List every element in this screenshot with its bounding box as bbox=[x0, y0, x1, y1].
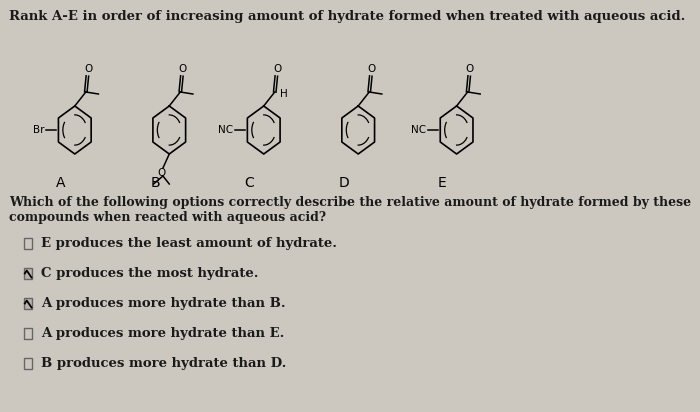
Bar bbox=[24, 358, 32, 369]
Bar bbox=[24, 238, 32, 249]
Text: A: A bbox=[56, 176, 65, 190]
Text: D: D bbox=[339, 176, 349, 190]
Text: NC: NC bbox=[411, 125, 426, 135]
Text: NC: NC bbox=[218, 125, 233, 135]
Text: Rank A-E in order of increasing amount of hydrate formed when treated with aqueo: Rank A-E in order of increasing amount o… bbox=[9, 10, 686, 23]
Bar bbox=[24, 298, 32, 309]
Text: E: E bbox=[438, 176, 447, 190]
Text: O: O bbox=[158, 168, 165, 178]
Bar bbox=[24, 328, 32, 339]
Text: B produces more hydrate than D.: B produces more hydrate than D. bbox=[41, 357, 286, 370]
Text: C produces the most hydrate.: C produces the most hydrate. bbox=[41, 267, 258, 280]
Text: C: C bbox=[245, 176, 254, 190]
Text: A produces more hydrate than E.: A produces more hydrate than E. bbox=[41, 327, 284, 340]
Text: Which of the following options correctly describe the relative amount of hydrate: Which of the following options correctly… bbox=[9, 196, 692, 224]
Text: O: O bbox=[273, 64, 281, 74]
Text: O: O bbox=[178, 64, 187, 74]
Text: H: H bbox=[280, 89, 288, 99]
Text: A produces more hydrate than B.: A produces more hydrate than B. bbox=[41, 297, 286, 310]
Text: O: O bbox=[466, 64, 474, 74]
Text: O: O bbox=[84, 64, 92, 74]
Bar bbox=[24, 268, 32, 279]
Text: E produces the least amount of hydrate.: E produces the least amount of hydrate. bbox=[41, 237, 337, 250]
Text: Br: Br bbox=[33, 125, 44, 135]
Text: B: B bbox=[150, 176, 160, 190]
Text: O: O bbox=[368, 64, 376, 74]
